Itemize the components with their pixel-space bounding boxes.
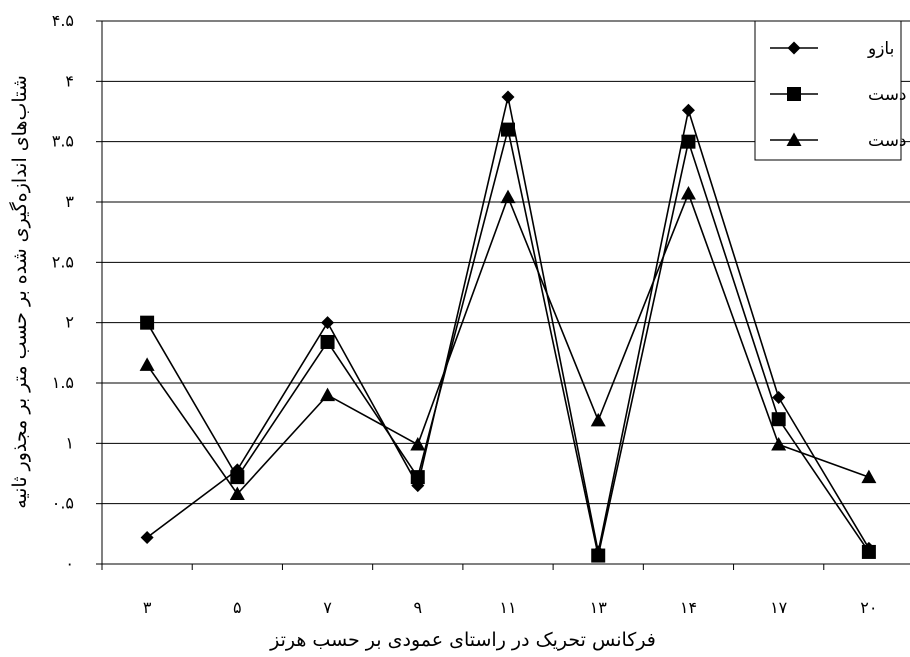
data-point-triangle xyxy=(500,189,516,204)
data-point-triangle xyxy=(139,357,155,371)
data-point-square xyxy=(320,334,335,349)
legend-item: دست xyxy=(770,131,907,151)
axes xyxy=(96,20,910,570)
x-tick-label: ۷ xyxy=(323,598,332,617)
legend: بازو ساق دست دست xyxy=(754,20,910,161)
y-tick-label: ۰ xyxy=(65,554,74,573)
data-point-square xyxy=(501,122,515,137)
legend-item: ساق دست xyxy=(770,85,910,105)
y-tick-label: ۳ xyxy=(65,192,74,211)
x-tick-label: ۵ xyxy=(233,598,242,617)
x-tick-label: ۲۰ xyxy=(860,598,877,617)
series-triangle xyxy=(139,186,877,501)
data-point-diamond xyxy=(140,530,154,544)
data-point-triangle xyxy=(410,437,426,451)
data-point-triangle xyxy=(680,186,696,200)
data-point-square xyxy=(861,544,876,559)
data-point-triangle xyxy=(771,437,787,451)
series-layer xyxy=(139,90,877,563)
legend-label: بازو xyxy=(867,39,894,59)
legend-box xyxy=(754,20,902,161)
y-tick-label: ۲ xyxy=(65,313,74,332)
y-tick-label: ۲.۵ xyxy=(52,252,74,271)
data-point-diamond xyxy=(772,390,786,404)
y-tick-label: ۱.۵ xyxy=(52,373,74,392)
legend-marker-triangle xyxy=(786,132,802,146)
data-point-square xyxy=(230,470,245,485)
x-axis-title: فرکانس تحریک در راستای عمودی بر حسب هرتز xyxy=(269,629,656,651)
data-point-diamond xyxy=(681,103,695,117)
x-tick-labels: ۳ ۵ ۷ ۹ ۱۱ ۱۳ ۱۴ ۱۷ ۲۰ xyxy=(143,598,878,617)
data-point-diamond xyxy=(501,90,515,104)
x-tick-label: ۹ xyxy=(413,598,422,617)
data-point-diamond xyxy=(321,316,335,330)
y-tick-labels: ۰ ۰.۵ ۱ ۱.۵ ۲ ۲.۵ ۳ ۳.۵ ۴ ۴.۵ xyxy=(52,11,75,573)
series-line-diamond xyxy=(146,96,870,553)
data-point-triangle xyxy=(861,469,877,484)
legend-marker-square xyxy=(787,87,801,101)
x-tick-label: ۳ xyxy=(143,598,152,617)
data-point-square xyxy=(410,470,425,485)
x-tick-label: ۱۷ xyxy=(770,598,788,617)
y-tick-label: ۴ xyxy=(65,71,74,90)
y-axis-title: شتاب‌های اندازه‌گیری شده بر حسب متر بر م… xyxy=(8,75,31,509)
x-tick-label: ۱۳ xyxy=(590,598,608,617)
legend-item: بازو xyxy=(770,39,894,59)
data-point-triangle xyxy=(320,387,336,402)
y-tick-label: ۱ xyxy=(65,433,74,452)
data-point-square xyxy=(140,315,155,330)
data-point-triangle xyxy=(590,412,606,427)
data-point-square xyxy=(591,548,606,563)
series-diamond xyxy=(140,90,876,559)
legend-label: ساق دست xyxy=(868,85,910,105)
y-tick-label: ۴.۵ xyxy=(52,11,74,30)
legend-marker-diamond xyxy=(787,41,801,55)
x-tick-label: ۱۴ xyxy=(680,598,697,617)
data-point-triangle xyxy=(229,486,245,501)
data-point-square xyxy=(771,412,786,427)
legend-label: دست xyxy=(868,131,907,151)
y-tick-label: ۳.۵ xyxy=(52,132,74,151)
series-square xyxy=(140,122,876,563)
data-point-square xyxy=(681,134,696,149)
y-tick-label: ۰.۵ xyxy=(52,494,74,513)
x-tick-label: ۱۱ xyxy=(499,598,516,617)
